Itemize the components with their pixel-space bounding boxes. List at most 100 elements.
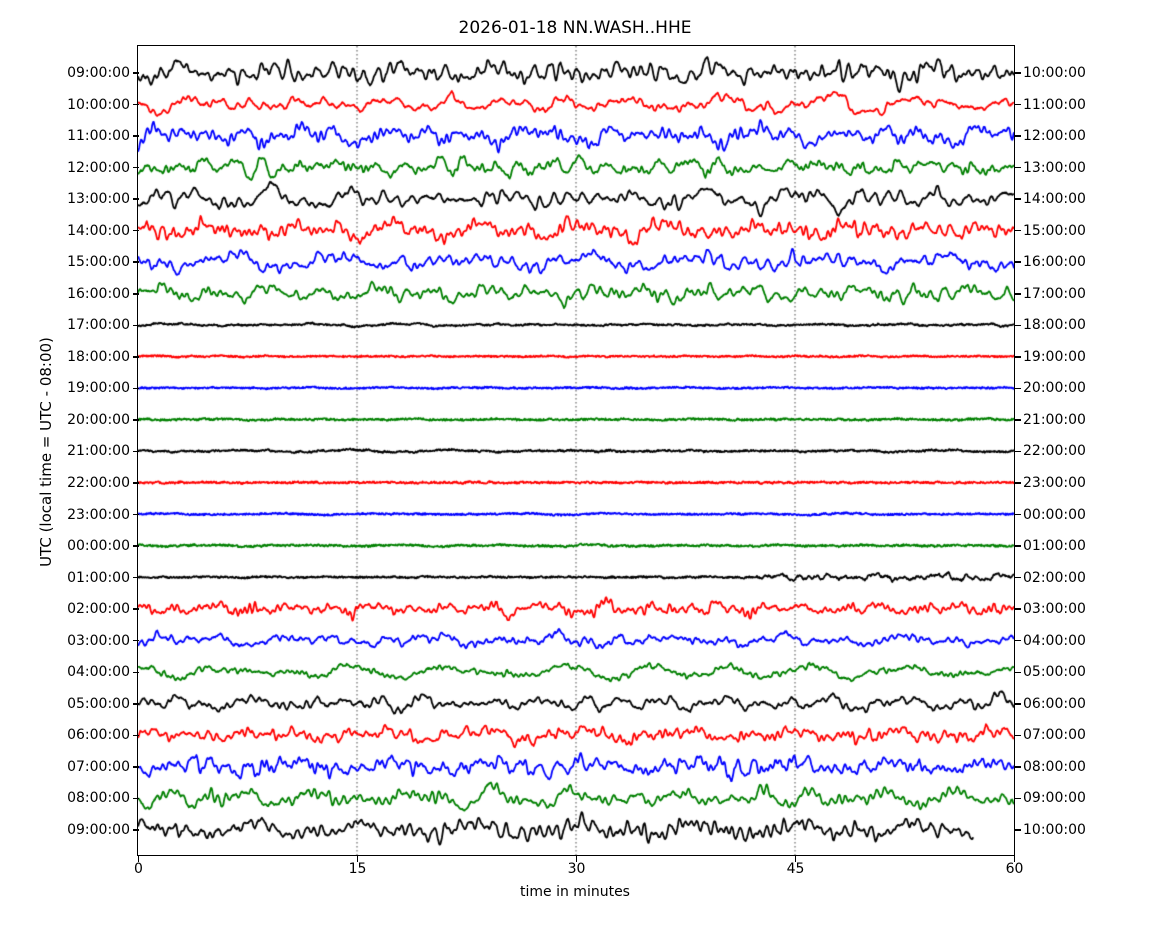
left-axis-tick (132, 734, 139, 737)
right-axis-tick (1014, 356, 1021, 358)
left-utc-time-label: 09:00:00 (67, 821, 130, 838)
right-axis-tick (1014, 608, 1021, 610)
left-axis-tick (132, 608, 139, 610)
left-utc-time-label: 17:00:00 (67, 317, 130, 334)
right-local-time-label: 15:00:00 (1023, 222, 1086, 239)
right-axis-tick (1014, 387, 1021, 390)
plot-area (137, 45, 1015, 856)
right-axis-tick (1014, 135, 1021, 137)
right-axis-tick (1014, 576, 1021, 579)
right-local-time-label: 07:00:00 (1023, 727, 1086, 744)
left-axis-tick (132, 513, 139, 516)
right-axis-tick (1014, 198, 1021, 200)
right-local-time-label: 14:00:00 (1023, 191, 1086, 208)
right-axis-tick (1014, 797, 1021, 800)
x-tick-label: 30 (567, 861, 586, 877)
right-local-time-label: 08:00:00 (1023, 758, 1086, 775)
x-tick-label: 0 (134, 861, 143, 877)
left-axis-tick (132, 229, 139, 232)
left-axis-tick (132, 166, 139, 169)
left-utc-time-label: 16:00:00 (67, 285, 130, 302)
right-local-time-label: 12:00:00 (1023, 128, 1086, 145)
left-axis-tick (132, 703, 139, 705)
x-tick-label: 60 (1005, 861, 1024, 877)
left-axis-tick (132, 198, 139, 200)
right-local-time-label: 22:00:00 (1023, 443, 1086, 460)
bottom-axis-tick (575, 855, 578, 862)
left-utc-time-label: 11:00:00 (67, 128, 130, 145)
right-local-time-label: 06:00:00 (1023, 695, 1086, 712)
x-tick-label: 45 (786, 861, 805, 877)
left-axis-tick (132, 829, 139, 831)
right-axis-tick (1014, 229, 1021, 232)
bottom-axis-tick (137, 855, 140, 862)
chart-title: 2026-01-18 NN.WASH..HHE (458, 18, 692, 38)
left-utc-time-label: 18:00:00 (67, 348, 130, 365)
right-axis-tick (1014, 639, 1021, 642)
left-axis-tick (132, 135, 139, 137)
right-local-time-label: 18:00:00 (1023, 317, 1086, 334)
right-local-time-label: 05:00:00 (1023, 664, 1086, 681)
left-axis-tick (132, 576, 139, 579)
left-axis-tick (132, 387, 139, 390)
left-axis-tick (132, 545, 139, 547)
right-local-time-label: 00:00:00 (1023, 506, 1086, 523)
right-axis-tick (1014, 166, 1021, 169)
right-axis-tick (1014, 734, 1021, 737)
right-axis-tick (1014, 766, 1021, 768)
right-axis-tick (1014, 103, 1021, 106)
right-axis-tick (1014, 261, 1021, 263)
left-utc-time-label: 10:00:00 (67, 96, 130, 113)
left-utc-time-label: 07:00:00 (67, 758, 130, 775)
left-utc-time-label: 20:00:00 (67, 411, 130, 428)
x-axis-label: time in minutes (520, 884, 630, 900)
left-utc-time-label: 15:00:00 (67, 254, 130, 271)
right-local-time-label: 09:00:00 (1023, 790, 1086, 807)
right-local-time-label: 13:00:00 (1023, 159, 1086, 176)
right-axis-tick (1014, 829, 1021, 831)
right-local-time-label: 16:00:00 (1023, 254, 1086, 271)
right-axis-tick (1014, 671, 1021, 673)
left-utc-time-label: 22:00:00 (67, 475, 130, 492)
left-utc-time-label: 13:00:00 (67, 191, 130, 208)
left-axis-tick (132, 293, 139, 295)
left-utc-time-label: 06:00:00 (67, 727, 130, 744)
left-axis-tick (132, 72, 139, 74)
right-axis-tick (1014, 513, 1021, 516)
left-utc-time-label: 23:00:00 (67, 506, 130, 523)
left-utc-time-label: 14:00:00 (67, 222, 130, 239)
left-utc-time-label: 04:00:00 (67, 664, 130, 681)
left-utc-time-label: 00:00:00 (67, 538, 130, 555)
left-axis-tick (132, 797, 139, 800)
left-utc-time-label: 21:00:00 (67, 443, 130, 460)
left-utc-time-label: 08:00:00 (67, 790, 130, 807)
left-axis-tick (132, 766, 139, 768)
right-local-time-label: 23:00:00 (1023, 475, 1086, 492)
right-axis-tick (1014, 324, 1021, 327)
left-utc-time-label: 12:00:00 (67, 159, 130, 176)
right-axis-tick (1014, 703, 1021, 705)
right-axis-tick (1014, 293, 1021, 295)
x-tick-label: 15 (348, 861, 367, 877)
right-axis-tick (1014, 450, 1021, 453)
right-local-time-label: 02:00:00 (1023, 569, 1086, 586)
left-axis-tick (132, 356, 139, 358)
left-utc-time-label: 02:00:00 (67, 601, 130, 618)
left-axis-tick (132, 450, 139, 453)
traces-canvas (138, 46, 1014, 855)
left-axis-tick (132, 261, 139, 263)
left-axis-tick (132, 639, 139, 642)
left-axis-tick (132, 324, 139, 327)
right-local-time-label: 21:00:00 (1023, 411, 1086, 428)
left-utc-time-label: 01:00:00 (67, 569, 130, 586)
right-local-time-label: 20:00:00 (1023, 380, 1086, 397)
right-axis-tick (1014, 545, 1021, 547)
bottom-axis-tick (356, 855, 359, 862)
left-axis-tick (132, 419, 139, 421)
right-local-time-label: 03:00:00 (1023, 601, 1086, 618)
left-utc-time-label: 09:00:00 (67, 65, 130, 81)
right-axis-tick (1014, 72, 1021, 74)
left-axis-tick (132, 671, 139, 673)
left-utc-time-label: 03:00:00 (67, 632, 130, 649)
